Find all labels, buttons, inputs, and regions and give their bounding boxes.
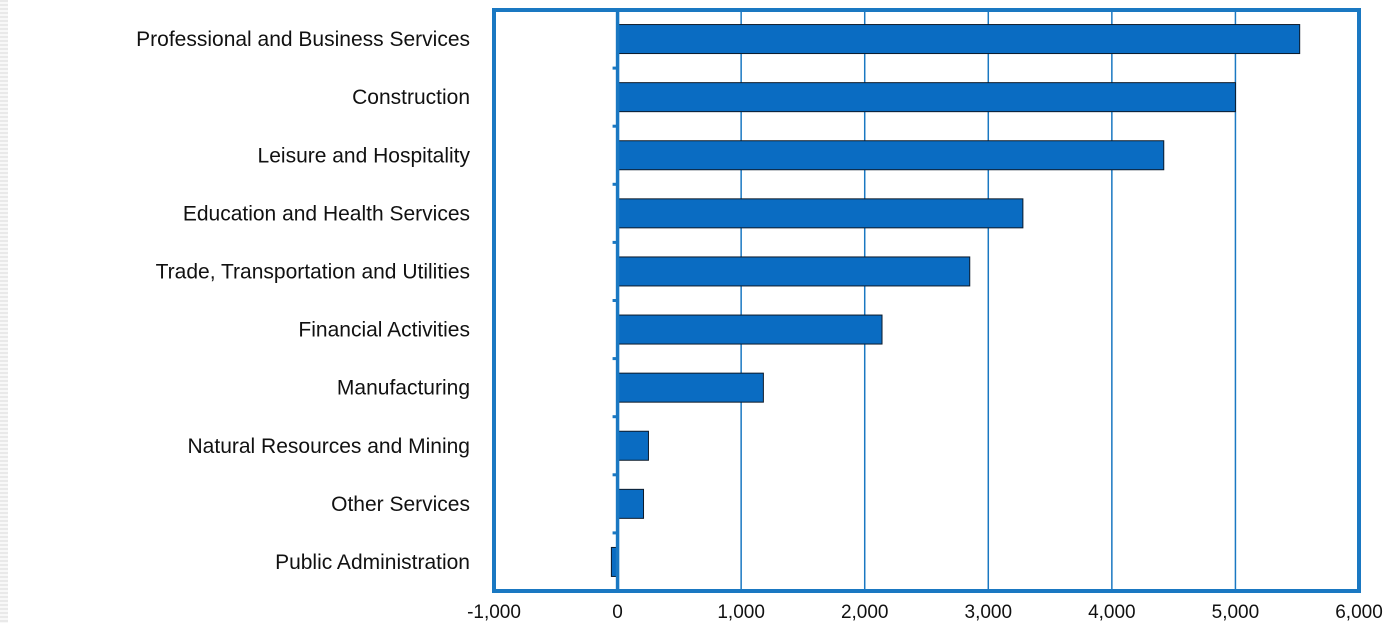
x-tick-label: 5,000	[1212, 602, 1260, 623]
bar	[617, 314, 883, 345]
x-tick-label: 1,000	[717, 602, 765, 623]
x-tick-label: 3,000	[965, 602, 1013, 623]
category-label: Natural Resources and Mining	[188, 435, 470, 458]
x-tick-label: 6,000	[1335, 602, 1383, 623]
x-tick-label: 0	[612, 602, 623, 623]
category-label: Professional and Business Services	[136, 28, 470, 51]
bar	[617, 24, 1301, 55]
category-label: Construction	[352, 86, 470, 109]
category-label: Financial Activities	[298, 319, 470, 342]
bar	[617, 372, 764, 403]
left-edge-decoration	[0, 0, 8, 623]
x-tick-labels: -1,000 0 1,000 2,000 3,000 4,000 5,000 6,000	[467, 602, 1383, 623]
plot-frame	[492, 8, 1361, 593]
bars	[610, 24, 1301, 577]
bar	[617, 430, 649, 461]
category-label: Other Services	[331, 493, 470, 516]
x-tick-label: 4,000	[1088, 602, 1136, 623]
category-label: Public Administration	[275, 551, 470, 574]
axes	[492, 8, 1361, 593]
x-tick-label: 2,000	[841, 602, 889, 623]
category-label: Leisure and Hospitality	[258, 144, 471, 167]
bar	[617, 488, 645, 519]
x-tick-label: -1,000	[467, 602, 521, 623]
category-label: Trade, Transportation and Utilities	[156, 260, 470, 283]
bar	[617, 256, 971, 287]
bar	[617, 198, 1024, 229]
bar	[617, 82, 1236, 113]
bar	[617, 140, 1165, 171]
category-label: Education and Health Services	[183, 202, 470, 225]
category-label: Manufacturing	[337, 377, 470, 400]
category-labels: Professional and Business Services Constr…	[136, 28, 470, 574]
